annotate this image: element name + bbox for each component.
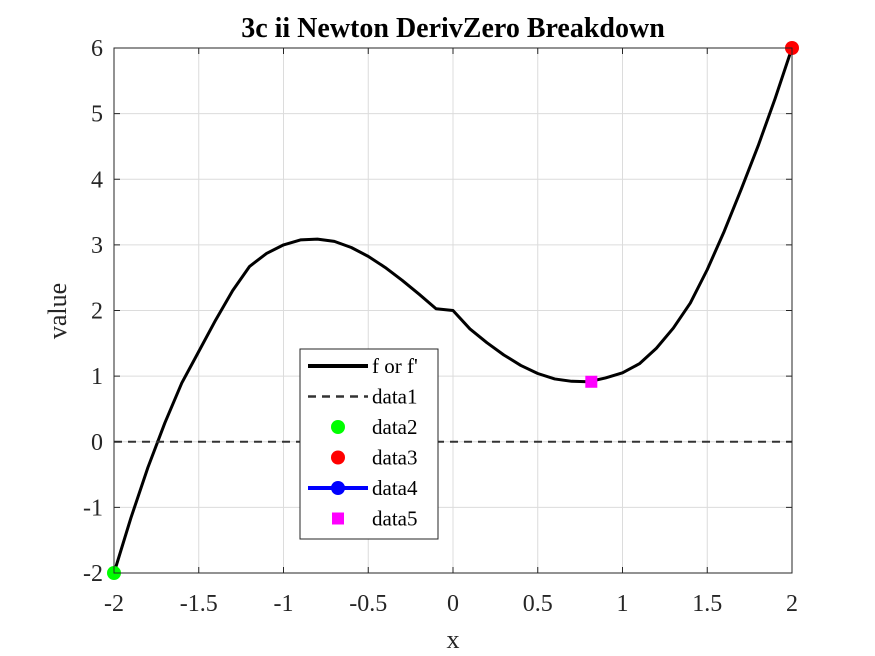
legend-label: data2: [372, 415, 417, 439]
x-tick-label: 0.5: [523, 591, 553, 617]
y-tick-label: -2: [83, 561, 103, 587]
legend-swatch-marker: [331, 481, 345, 495]
x-tick-label: -1.5: [180, 591, 218, 617]
legend-box: [299, 348, 439, 540]
y-tick-label: -1: [83, 495, 103, 521]
legend-label: data5: [372, 507, 417, 531]
y-axis-label: value: [43, 283, 72, 339]
y-tick-label: 6: [91, 36, 103, 62]
y-tick-label: 1: [91, 364, 103, 390]
legend: f or f' data1 data2 data3 data4 data5: [299, 348, 439, 540]
y-tick-label: 3: [91, 233, 103, 259]
y-tick-label: 4: [91, 167, 103, 193]
x-tick-label: 1: [617, 591, 629, 617]
chart-title: 3c ii Newton DerivZero Breakdown: [241, 13, 665, 44]
y-tick-label: 5: [91, 102, 103, 128]
x-tick-label: 1.5: [692, 591, 722, 617]
y-tick-label: 0: [91, 430, 103, 456]
legend-label: data3: [372, 446, 417, 470]
legend-label: data4: [372, 476, 418, 500]
legend-swatch: [331, 420, 345, 434]
legend-label: data1: [372, 385, 417, 409]
x-tick-label: -0.5: [349, 591, 387, 617]
x-axis-label: x: [447, 625, 460, 654]
legend-swatch: [331, 450, 345, 465]
y-tick-label: 2: [91, 299, 103, 325]
x-tick-label: 2: [786, 591, 798, 617]
x-tick-label: 0: [447, 591, 459, 617]
ticks: -2 -1.5 -1 -0.5 0 0.5 1 1.5 2 -2 -1 0 1 2 3 4 5 6: [83, 36, 798, 617]
legend-label: f or f': [372, 354, 418, 378]
marker-data5: [585, 375, 598, 388]
x-tick-label: -1: [274, 591, 294, 617]
series-line-f-or-f-: [112, 47, 794, 574]
x-tick-label: -2: [104, 591, 124, 617]
legend-swatch: [332, 512, 344, 525]
